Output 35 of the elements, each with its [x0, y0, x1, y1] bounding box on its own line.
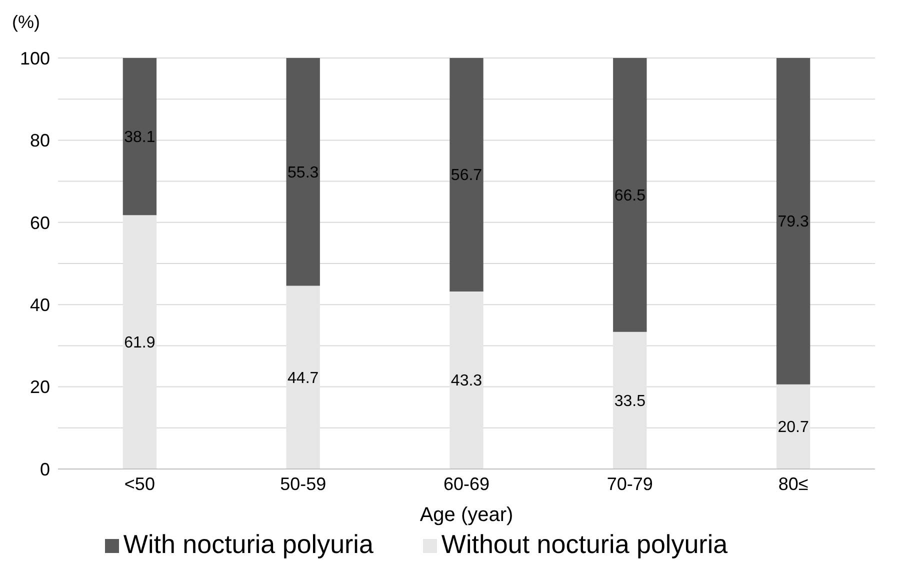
- bar: [286, 284, 320, 469]
- x-tick-label: 50-59: [280, 474, 326, 494]
- y-tick-label: 40: [30, 294, 50, 315]
- data-label: 55.3: [288, 164, 319, 182]
- x-tick-label: <50: [124, 474, 155, 494]
- bar: [122, 214, 157, 469]
- data-label: 33.5: [614, 392, 646, 410]
- bar: [286, 58, 320, 286]
- x-tick-label: 80≤: [778, 474, 808, 494]
- bar: [450, 58, 484, 292]
- bar: [776, 58, 810, 384]
- y-axis-title: (%): [12, 12, 40, 33]
- data-label: 44.7: [288, 370, 319, 387]
- data-label: 43.3: [450, 372, 482, 390]
- bar: [450, 290, 484, 469]
- bar: [613, 58, 647, 332]
- data-label: 66.5: [614, 187, 646, 204]
- y-tick-label: 60: [30, 212, 50, 233]
- bar: [613, 330, 647, 469]
- data-label: 20.7: [778, 419, 809, 436]
- bar: [122, 58, 157, 216]
- legend-label: With nocturia polyuria: [123, 529, 374, 559]
- x-tick-label: 60-69: [443, 474, 490, 494]
- y-tick-label: 20: [30, 377, 50, 398]
- y-tick-label: 100: [20, 48, 50, 68]
- x-axis-title: Age (year): [420, 504, 514, 526]
- bar: [776, 383, 810, 469]
- data-label: 79.3: [778, 214, 809, 231]
- y-tick-label: 0: [40, 459, 50, 480]
- x-tick-label: 70-79: [606, 474, 653, 494]
- data-label: 61.9: [124, 334, 156, 352]
- legend-label: Without nocturia polyuria: [441, 529, 728, 559]
- data-label: 56.7: [450, 167, 482, 184]
- data-label: 38.1: [124, 128, 156, 146]
- y-tick-label: 80: [30, 130, 50, 151]
